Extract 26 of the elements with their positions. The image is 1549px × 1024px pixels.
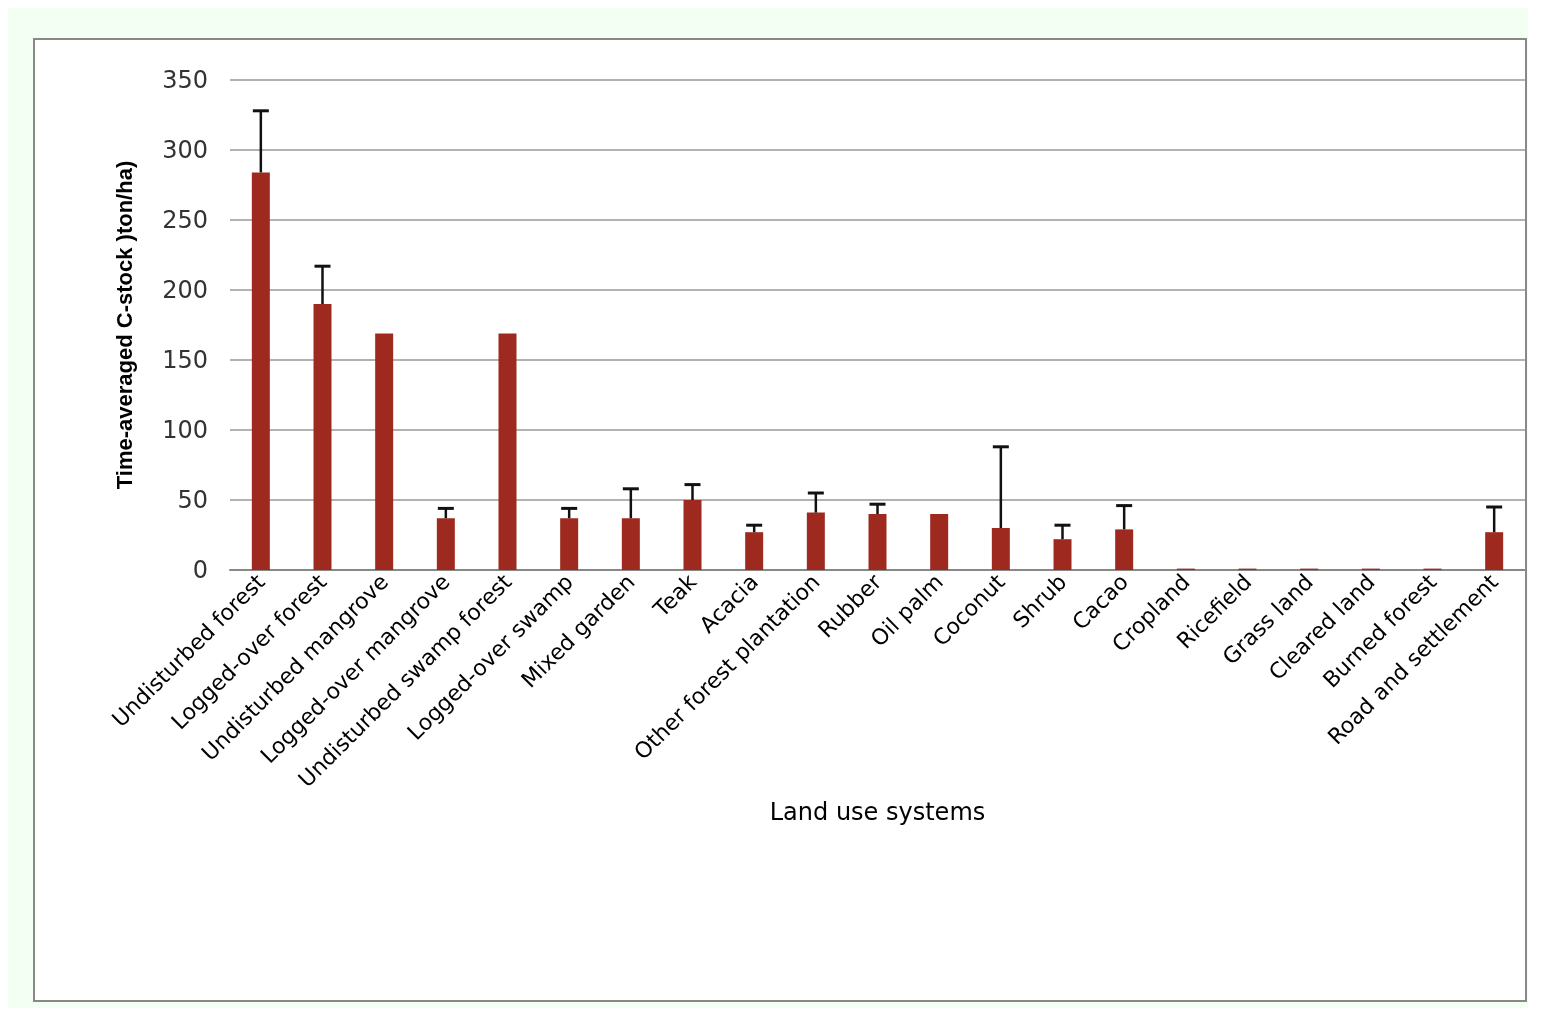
y-tick-label: 350 — [162, 66, 208, 94]
y-tick-label: 250 — [162, 206, 208, 234]
bar — [683, 500, 702, 570]
bar — [375, 333, 394, 570]
bar — [621, 518, 640, 570]
x-axis-title: Land use systems — [769, 798, 986, 826]
bar — [1485, 532, 1504, 570]
y-tick-label: 100 — [162, 416, 208, 444]
bar — [868, 514, 887, 570]
bar — [806, 512, 825, 570]
bar — [498, 333, 517, 570]
y-tick-label: 150 — [162, 346, 208, 374]
y-tick-label: 50 — [177, 486, 208, 514]
bar — [1115, 529, 1134, 570]
bar — [930, 514, 949, 570]
bar — [1053, 539, 1072, 570]
bar — [560, 518, 579, 570]
bar — [313, 304, 332, 570]
bar — [436, 518, 455, 570]
bar — [991, 528, 1010, 570]
bar — [745, 532, 764, 570]
bar — [251, 172, 270, 570]
y-tick-label: 200 — [162, 276, 208, 304]
y-axis-title: Time-averaged C-stock )ton/ha) — [111, 160, 137, 490]
y-tick-label: 0 — [192, 556, 208, 584]
y-tick-label: 300 — [162, 136, 208, 164]
